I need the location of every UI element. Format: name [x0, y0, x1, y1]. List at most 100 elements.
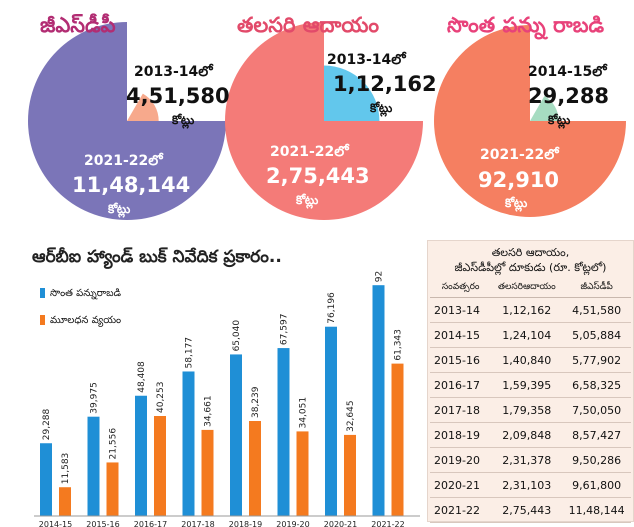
pie-gsdp-small-unit: కోట్లు [172, 113, 195, 127]
pie-slice-small [530, 96, 559, 121]
bar-own-tax [230, 354, 242, 516]
legend-swatch-capex [40, 315, 45, 325]
x-tick-label: 2021-22 [371, 520, 404, 527]
table-cell-gsdp: 5,05,884 [562, 322, 631, 348]
bar-value-label: 38,239 [251, 386, 261, 418]
pie-gsdp-big-year: 2021-22లో [84, 153, 163, 169]
table-cell-year: 2013-14 [430, 297, 492, 323]
bar-value-label: 32,645 [346, 400, 356, 432]
table-cell-year: 2020-21 [430, 472, 492, 498]
pie-pci-small-value: 1,12,162 [333, 72, 437, 96]
legend-label-capex: మూలధన వ్యయం [50, 315, 122, 326]
table-cell-gsdp: 6,58,325 [562, 372, 631, 398]
pie-otr-big-year: 2021-22లో [480, 147, 559, 163]
bar-own-tax [372, 285, 385, 516]
x-tick-label: 2019-20 [276, 520, 309, 527]
bar-capex [296, 431, 309, 516]
table-row: 2018-19 2,09,848 8,57,427 [430, 422, 631, 448]
table-row: 2019-20 2,31,378 9,50,286 [430, 447, 631, 473]
pie-pci-big-unit: కోట్లు [296, 193, 319, 207]
table-cell-year: 2014-15 [430, 322, 492, 348]
gsdp-table: సంవత్సరం తలసరిఆదాయం జీఎస్‌డీపీ 2013-14 1,… [430, 279, 631, 523]
pie-gsdp-big-value: 11,48,144 [72, 173, 191, 197]
bar-own-tax [40, 443, 52, 516]
x-tick-label: 2016-17 [134, 520, 167, 527]
bar-value-label: 29,288 [42, 408, 52, 440]
table-cell-year: 2016-17 [430, 372, 492, 398]
x-tick-label: 2015-16 [86, 520, 119, 527]
table-title-line1: తలసరి ఆదాయం, [491, 246, 570, 259]
bar-value-label: 48,408 [137, 361, 147, 393]
table-row: 2020-21 2,31,103 9,61,800 [430, 472, 631, 498]
pie-pci-big-value: 2,75,443 [266, 164, 370, 188]
bar-value-label: 92,910 [375, 270, 385, 282]
table-cell-year: 2018-19 [430, 422, 492, 448]
legend-own-tax: సొంత పన్నురాబడి [40, 287, 121, 301]
bar-value-label: 58,177 [185, 337, 195, 369]
x-tick-label: 2014-15 [39, 520, 72, 527]
table-title: తలసరి ఆదాయం, జీఎస్‌డీపీల్లో దూకుడు (రూ. … [428, 245, 633, 275]
table-header-per-capita: తలసరిఆదాయం [491, 279, 563, 298]
pie-otr-small-year: 2014-15లో [528, 64, 607, 80]
x-tick-label: 2018-19 [229, 520, 262, 527]
table-header-year: సంవత్సరం [430, 279, 492, 298]
bar-own-tax [277, 348, 290, 516]
table-row: 2015-16 1,40,840 5,77,902 [430, 347, 631, 373]
table-cell-per-capita: 1,12,162 [491, 297, 563, 323]
bar-value-label: 21,556 [109, 428, 119, 460]
table-header-gsdp: జీఎస్‌డీపీ [562, 279, 631, 298]
table-cell-per-capita: 2,75,443 [491, 497, 563, 523]
legend-label-own-tax: సొంత పన్నురాబడి [50, 288, 121, 299]
bar-own-tax [182, 371, 195, 516]
table-cell-gsdp: 9,61,800 [562, 472, 631, 498]
table-cell-per-capita: 2,31,378 [491, 447, 563, 473]
pie-title-own-tax: సొంత పన్ను రాబడి [447, 13, 605, 37]
table-cell-gsdp: 9,50,286 [562, 447, 631, 473]
pie-otr-small-unit: కోట్లు [548, 113, 571, 127]
bar-own-tax [135, 395, 147, 516]
pie-title-per-capita: తలసరి ఆదాయం [237, 13, 379, 37]
pie-per-capita-income [225, 22, 423, 220]
table-cell-per-capita: 1,79,358 [491, 397, 563, 423]
pie-slice-small [324, 65, 380, 121]
table-title-line2: జీఎస్‌డీపీల్లో దూకుడు (రూ. కోట్లలో) [454, 261, 607, 274]
pie-slice-small [127, 93, 159, 121]
bar-value-label: 76,196 [327, 292, 337, 324]
table-cell-year: 2021-22 [430, 497, 492, 523]
bar-value-label: 65,040 [232, 320, 242, 352]
x-tick-label: 2020-21 [324, 520, 357, 527]
legend-swatch-own-tax [40, 288, 45, 298]
table-row: 2014-15 1,24,104 5,05,884 [430, 322, 631, 348]
table-cell-year: 2019-20 [430, 447, 492, 473]
bar-value-label: 34,661 [204, 395, 214, 427]
pie-otr-big-unit: కోట్లు [505, 196, 528, 210]
bar-capex [201, 429, 214, 516]
bar-capex [344, 434, 356, 516]
table-cell-gsdp: 4,51,580 [562, 297, 631, 323]
bar-capex [106, 462, 119, 516]
pie-title-gsdp: జీఎస్‌డీపీ [40, 13, 116, 37]
table-cell-year: 2017-18 [430, 397, 492, 423]
bar-value-label: 67,597 [280, 314, 290, 346]
table-cell-per-capita: 1,24,104 [491, 322, 563, 348]
bar-chart: 29,288 11,583 2014-15 39,975 21,556 2015-16 48… [34, 270, 420, 527]
pie-gsdp-big-unit: కోట్లు [108, 202, 131, 216]
table-cell-per-capita: 1,40,840 [491, 347, 563, 373]
bar-value-label: 40,253 [156, 382, 166, 414]
bar-value-label: 39,975 [90, 382, 100, 414]
pie-pci-big-year: 2021-22లో [270, 144, 349, 160]
pie-gsdp [28, 22, 226, 220]
bar-capex [249, 421, 261, 516]
table-row: 2021-22 2,75,443 11,48,144 [430, 497, 631, 523]
table-row: 2016-17 1,59,395 6,58,325 [430, 372, 631, 398]
bar-capex [59, 487, 71, 516]
bar-capex [391, 363, 404, 516]
table-row: 2017-18 1,79,358 7,50,050 [430, 397, 631, 423]
pie-otr-big-value: 92,910 [478, 168, 560, 192]
table-cell-gsdp: 7,50,050 [562, 397, 631, 423]
chart-headline: ఆర్‌బీఐ హ్యాండ్ బుక్ నివేదిక ప్రకారం.. [32, 247, 282, 267]
table-cell-gsdp: 8,57,427 [562, 422, 631, 448]
table-cell-gsdp: 11,48,144 [562, 497, 631, 523]
bar-value-label: 61,343 [394, 329, 404, 361]
pie-gsdp-small-value: 4,51,580 [126, 84, 230, 108]
